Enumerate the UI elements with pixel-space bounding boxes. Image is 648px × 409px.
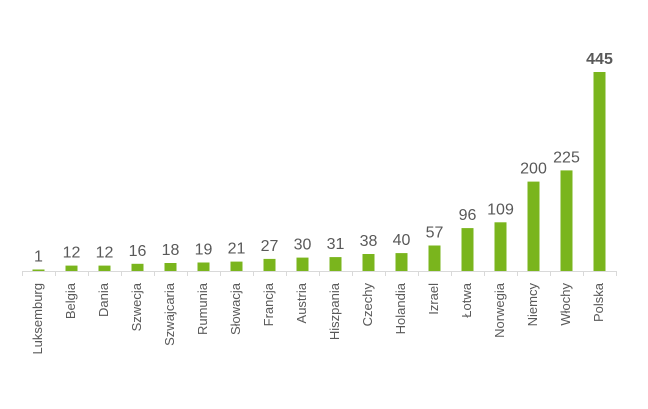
bar: [263, 258, 276, 271]
category-label: Dania: [96, 282, 111, 317]
data-label: 31: [327, 236, 345, 253]
data-label: 27: [261, 238, 279, 255]
bar: [230, 261, 243, 271]
data-label: 200: [520, 161, 547, 178]
data-label: 445: [586, 51, 613, 68]
data-label: 16: [129, 243, 147, 260]
bar: [428, 245, 441, 271]
data-label: 225: [553, 149, 580, 166]
category-label: Belgia: [63, 282, 78, 319]
data-label: 40: [393, 232, 411, 249]
category-label: Austria: [294, 282, 309, 323]
bar: [32, 269, 45, 271]
bar: [164, 263, 177, 271]
category-label: Luksemburg: [30, 283, 45, 355]
bar: [296, 257, 309, 271]
category-label: Polska: [591, 282, 606, 322]
category-label: Łotwa: [459, 282, 474, 317]
data-label: 109: [487, 201, 514, 218]
category-label: Słowacja: [228, 282, 243, 335]
bar: [98, 265, 111, 271]
data-label: 1: [34, 249, 43, 266]
data-label: 21: [228, 241, 246, 258]
bar: [362, 254, 375, 271]
category-label: Niemcy: [525, 283, 540, 327]
category-label: Izrael: [426, 283, 441, 315]
data-label: 96: [459, 207, 477, 224]
bar: [527, 181, 540, 271]
data-label: 19: [195, 242, 213, 259]
bar: [65, 265, 78, 271]
category-label: Szwecja: [129, 282, 144, 331]
category-label: Szwajcaria: [162, 282, 177, 346]
category-label: Włochy: [558, 283, 573, 326]
bar: [593, 72, 606, 271]
bar: [395, 253, 408, 271]
data-label: 12: [63, 245, 81, 262]
data-label: 30: [294, 237, 312, 254]
category-label: Czechy: [360, 283, 375, 327]
value-labels-group: 1 12 12 16 18 19 21 27 30 31 38 40 57 96 109 200 225 445: [34, 51, 613, 266]
bar: [197, 262, 210, 271]
bar: [329, 257, 342, 271]
category-label: Norwegia: [492, 282, 507, 338]
category-labels-group: Luksemburg Belgia Dania Szwecja Szwajcaria Ru…: [30, 282, 606, 354]
category-label: Rumunia: [195, 282, 210, 335]
bar: [560, 170, 573, 271]
bar: [131, 263, 144, 271]
data-label: 12: [96, 245, 114, 262]
data-label: 38: [360, 233, 378, 250]
bar: [494, 222, 507, 271]
bars-group: [32, 72, 606, 271]
category-label: Holandia: [393, 282, 408, 334]
category-label: Hiszpania: [327, 282, 342, 340]
data-label: 57: [426, 225, 444, 242]
category-label: Francja: [261, 282, 276, 326]
bar: [461, 228, 474, 271]
data-label: 18: [162, 242, 180, 259]
